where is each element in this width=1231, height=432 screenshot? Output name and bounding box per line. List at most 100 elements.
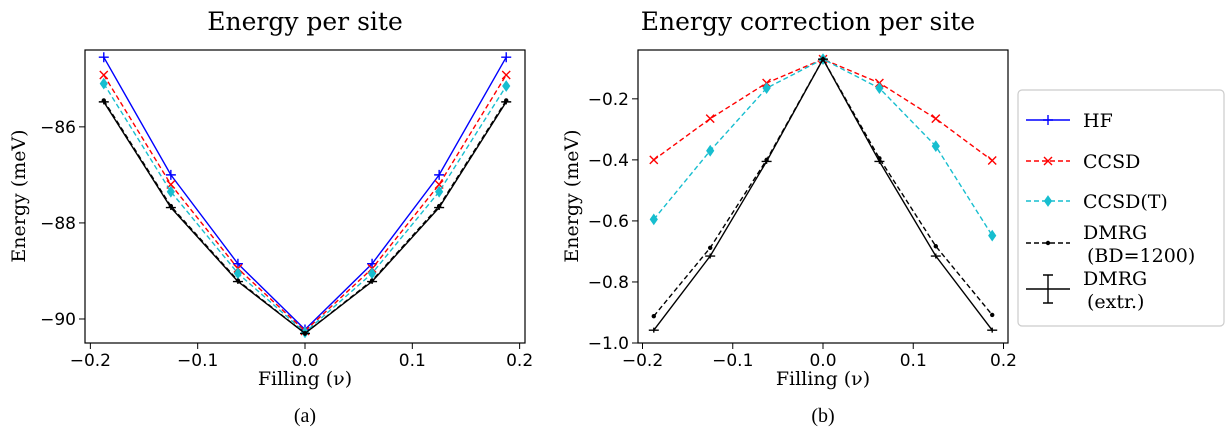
series-dmrg-bd-1200: [101, 98, 509, 336]
legend-entry: DMRG(extr.): [1026, 268, 1147, 313]
chart-title: Energy correction per site: [641, 7, 975, 36]
x-tick-label: 0.2: [990, 351, 1017, 371]
data-point: [434, 169, 445, 180]
data-point: [367, 279, 378, 285]
data-point: [501, 99, 512, 105]
data-point: [501, 52, 512, 63]
x-tick-label: 0.1: [399, 351, 426, 371]
data-point: [988, 229, 997, 242]
x-tick-label: 0.0: [809, 351, 836, 371]
series-line: [103, 56, 507, 331]
data-point: [707, 245, 713, 250]
legend-label: CCSD(T): [1083, 191, 1168, 213]
data-point: [931, 114, 941, 124]
chart-energy-correction-per-site: Energy correction per site −0.2 −0.1 0.0 0.…: [561, 7, 1017, 427]
legend-label: HF: [1083, 110, 1113, 132]
data-point: [931, 140, 940, 153]
data-point: [501, 70, 511, 80]
data-point: [166, 185, 175, 198]
series-line: [653, 58, 993, 162]
series-line: [653, 57, 993, 331]
series-line: [103, 100, 507, 335]
data-point: [367, 267, 377, 280]
series-ccsd: [99, 70, 511, 336]
y-tick-label: −90: [40, 310, 76, 330]
data-point: [434, 205, 445, 211]
plot-frame: [84, 49, 526, 344]
data-point: [990, 312, 995, 318]
series-line: [653, 58, 993, 236]
data-point: [651, 313, 656, 319]
y-tick-label: −86: [40, 118, 76, 138]
y-tick-label: −0.4: [588, 151, 629, 171]
chart-caption: (b): [811, 405, 834, 427]
axis-ticks: −0.2 −0.1 0.0 0.1 0.2 −90 −88 −86: [40, 118, 533, 371]
data-point: [649, 213, 658, 226]
series-ccsd-t: [649, 53, 997, 242]
series-line: [653, 57, 993, 317]
data-point: [648, 327, 659, 333]
series-dmrg-extr: [98, 99, 512, 336]
data-point: [435, 185, 444, 198]
y-axis-label: Energy (meV): [561, 129, 583, 262]
series-line: [103, 74, 507, 332]
data-point: [232, 279, 243, 285]
data-point: [232, 258, 243, 269]
x-tick-label: 0.2: [506, 351, 533, 371]
series-hf: [98, 52, 512, 335]
legend-label-line2: (BD=1200): [1087, 245, 1195, 267]
legend-entry: HF: [1026, 110, 1113, 132]
chart-caption: (a): [294, 405, 316, 427]
x-tick-label: −0.2: [622, 351, 663, 371]
data-point: [233, 267, 243, 280]
series-line: [103, 101, 507, 335]
series-layer: [98, 52, 512, 339]
legend-marker: [1045, 240, 1051, 246]
series-dmrg-extr: [648, 56, 998, 333]
data-point: [98, 52, 109, 63]
axis-ticks: −0.2 −0.1 0.0 0.1 0.2 −1.0 −0.8 −0.6 −0.4 −0.2: [588, 90, 1017, 371]
y-tick-label: −0.2: [588, 90, 629, 110]
x-axis-label: Filling (ν): [776, 368, 870, 390]
data-point: [99, 70, 109, 80]
data-point: [706, 144, 715, 157]
x-tick-label: 0.1: [900, 351, 927, 371]
y-tick-label: −0.8: [588, 273, 629, 293]
data-point: [761, 158, 772, 164]
x-tick-label: −0.2: [70, 351, 111, 371]
legend-errorbar: [1043, 274, 1053, 304]
x-tick-label: −0.1: [177, 351, 218, 371]
series-dmrg-bd-1200: [651, 56, 995, 319]
series-layer: [648, 53, 998, 333]
y-tick-label: −88: [40, 214, 76, 234]
series-line: [103, 83, 507, 334]
series-ccsd-t: [99, 77, 511, 339]
legend-entry: DMRG(BD=1200): [1026, 222, 1195, 267]
y-axis-label: Energy (meV): [8, 129, 30, 262]
legend-label-line2: (extr.): [1087, 291, 1144, 313]
legend-marker: [1043, 156, 1053, 166]
data-point: [98, 99, 109, 105]
x-axis-label: Filling (ν): [258, 368, 352, 390]
chart-title: Energy per site: [207, 7, 403, 36]
data-point: [99, 77, 108, 90]
data-point: [165, 205, 176, 211]
plot-frame: [637, 49, 1009, 344]
data-point: [705, 253, 716, 259]
legend-entry: CCSD(T): [1026, 191, 1168, 213]
legend-label: CCSD: [1083, 151, 1140, 173]
data-point: [987, 327, 998, 333]
y-tick-label: −1.0: [588, 334, 629, 354]
legend-label: DMRG: [1083, 222, 1147, 244]
data-point: [165, 169, 176, 180]
data-point: [875, 82, 884, 95]
series-ccsd: [649, 54, 997, 165]
legend-frame: [1017, 89, 1225, 327]
data-point: [705, 114, 715, 124]
legend-entry: CCSD: [1026, 151, 1140, 173]
legend-marker: [1043, 115, 1053, 125]
legend-label: DMRG: [1083, 268, 1147, 290]
data-point: [874, 158, 885, 164]
